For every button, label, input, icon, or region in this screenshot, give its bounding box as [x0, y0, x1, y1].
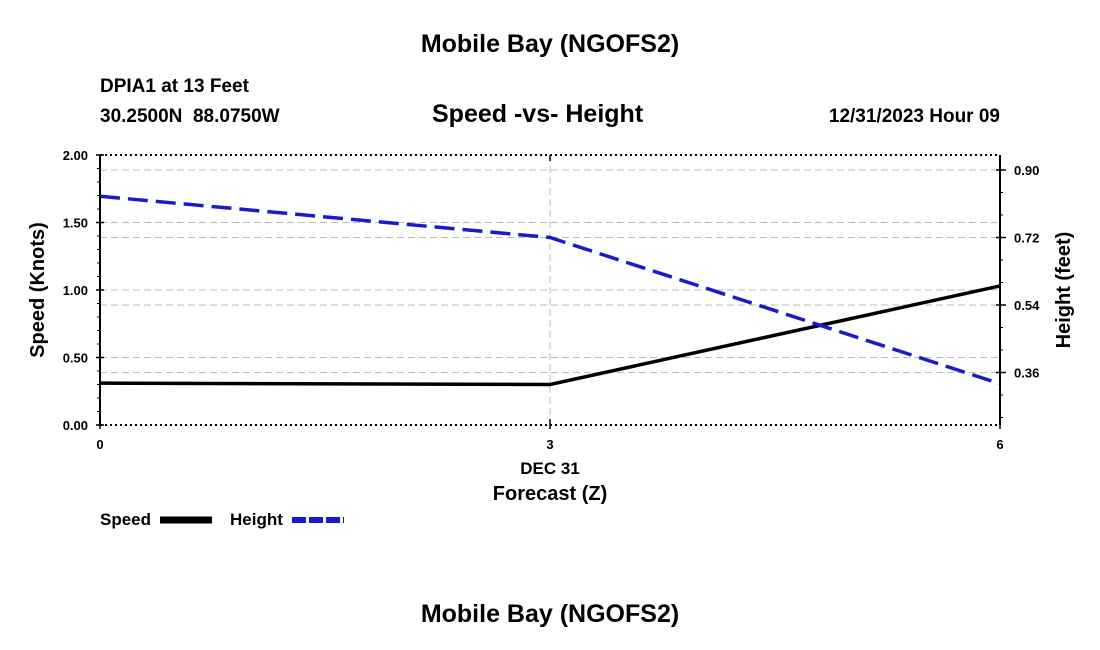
- y2-tick-label: 0.90: [1014, 163, 1039, 178]
- y2-tick-label: 0.36: [1014, 366, 1039, 381]
- station-coordinates: 30.2500N 88.0750W: [100, 106, 280, 127]
- legend: Speed Height: [100, 510, 344, 529]
- plot-frame: [96, 154, 1006, 429]
- x-tick-label: 0: [96, 437, 103, 452]
- page-title: Mobile Bay (NGOFS2): [420, 30, 680, 58]
- legend-height-label: Height: [230, 510, 283, 529]
- speed-series-line: [99, 284, 1001, 387]
- y-tick-label: 1.50: [63, 216, 88, 231]
- x-axis-title: Forecast (Z): [493, 483, 607, 505]
- station-label: DPIA1 at 13 Feet: [100, 76, 249, 97]
- x-axis-date-label: DEC 31: [520, 459, 580, 478]
- x-tick-label: 3: [546, 437, 553, 452]
- y2-axis-title: Height (feet): [1053, 232, 1075, 349]
- axis-labels: 0.00 0.50 1.00 1.50 2.00 0.36 0.54 0.72 0.90 0 3 6 D…: [27, 148, 1075, 505]
- y-tick-label: 0.00: [63, 418, 88, 433]
- y-axis-title: Speed (Knots): [27, 222, 49, 358]
- y-tick-label: 1.00: [63, 283, 88, 298]
- y-tick-label: 2.00: [63, 148, 88, 163]
- series: [99, 194, 1001, 387]
- y2-tick-label: 0.54: [1014, 298, 1040, 313]
- y-tick-label: 0.50: [63, 351, 88, 366]
- legend-speed-label: Speed: [100, 510, 151, 529]
- forecast-datetime: 12/31/2023 Hour 09: [828, 106, 1000, 127]
- x-tick-label: 6: [996, 437, 1003, 452]
- footer-title: Mobile Bay (NGOFS2): [420, 600, 680, 628]
- chart-title: Speed -vs- Height: [432, 100, 644, 128]
- height-series-line: [99, 194, 1001, 386]
- y2-tick-label: 0.72: [1014, 231, 1039, 246]
- grid: [100, 155, 1000, 425]
